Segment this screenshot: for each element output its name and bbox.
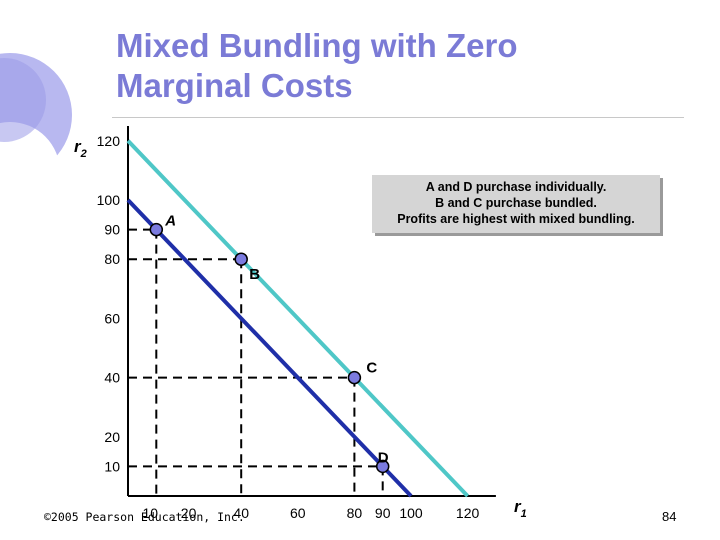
x-tick-label: 60 [290, 505, 306, 521]
annotation-line-1: A and D purchase individually. [425, 180, 607, 194]
annotation-line-2: B and C purchase bundled. [435, 196, 597, 210]
point-label-b: B [249, 266, 260, 283]
point-b [234, 252, 248, 266]
y-tick-label: 100 [97, 192, 121, 208]
decoration-circle-inner [0, 122, 60, 222]
line-lower [126, 198, 413, 498]
annotation-box: A and D purchase individually. B and C p… [372, 175, 660, 233]
point-c [347, 370, 362, 385]
copyright-notice: ©2005 Pearson Education, Inc. [44, 510, 245, 524]
title-divider [112, 117, 684, 118]
x-tick-label: 40 [233, 505, 249, 521]
slide-title: Mixed Bundling with Zero Marginal Costs [116, 26, 636, 106]
y-tick-label: 60 [104, 310, 120, 326]
point-d [375, 459, 390, 474]
x-tick-label: 10 [143, 505, 159, 521]
point-a [149, 222, 164, 237]
point-label-d: D [378, 449, 389, 466]
y-tick-label: 20 [104, 429, 120, 445]
x-tick-label: 120 [456, 505, 480, 521]
slide-decoration [0, 53, 72, 222]
page-number: 84 [662, 509, 677, 524]
annotation-line-3: Profits are highest with mixed bundling. [397, 212, 635, 226]
y-tick-label: 80 [104, 251, 120, 267]
y-tick-label: 10 [104, 458, 120, 474]
x-axis-label: r1 [514, 497, 527, 520]
title-line-1: Mixed Bundling with Zero [116, 27, 518, 64]
decoration-circle-overlay [0, 58, 46, 142]
line-upper [126, 139, 470, 498]
y-tick-label: 120 [97, 133, 121, 149]
x-tick-label: 20 [181, 505, 197, 521]
y-axis-label: r2 [74, 137, 87, 160]
point-label-c: C [366, 360, 377, 377]
point-label-a: A [164, 213, 176, 230]
x-tick-label: 80 [347, 505, 363, 521]
title-line-2: Marginal Costs [116, 67, 353, 104]
y-tick-label: 90 [104, 222, 120, 238]
x-tick-label: 90 [375, 505, 391, 521]
y-tick-label: 40 [104, 370, 120, 386]
x-tick-label: 100 [399, 505, 423, 521]
